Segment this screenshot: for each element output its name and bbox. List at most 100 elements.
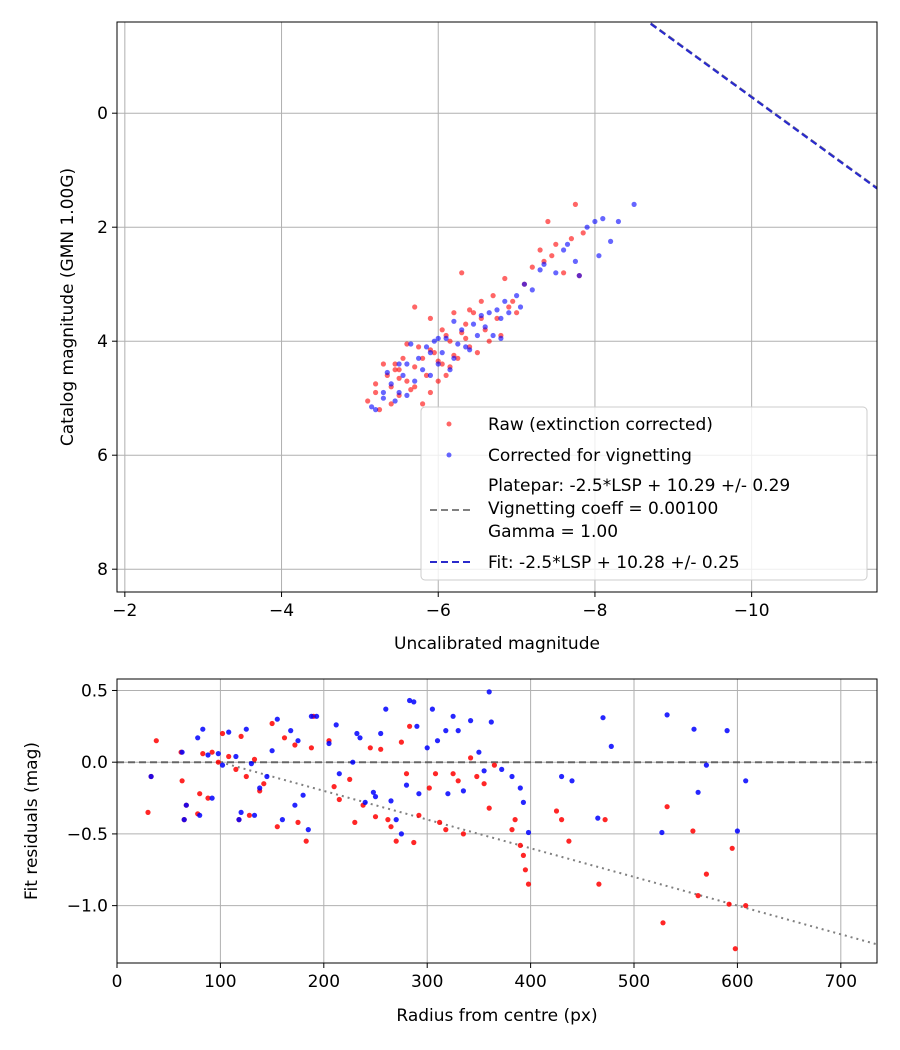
raw-point xyxy=(474,773,480,780)
x-tick-label: 300 xyxy=(411,972,443,992)
raw-point xyxy=(209,749,215,755)
x-tick-label: 200 xyxy=(308,972,340,992)
corrected-point xyxy=(404,361,410,367)
raw-point xyxy=(481,781,487,787)
raw-point xyxy=(153,738,159,744)
top-series xyxy=(365,22,877,413)
raw-point xyxy=(468,755,474,761)
raw-point xyxy=(470,310,477,316)
raw-point xyxy=(510,298,516,304)
x-tick-label: −2 xyxy=(112,601,137,621)
raw-point xyxy=(690,828,696,834)
corrected-point xyxy=(724,728,730,734)
corrected-point xyxy=(592,218,598,225)
raw-point xyxy=(664,804,670,810)
raw-point xyxy=(432,771,439,777)
corrected-point xyxy=(369,404,375,410)
corrected-point xyxy=(233,753,239,760)
raw-point xyxy=(568,236,575,242)
corrected-point xyxy=(520,799,527,806)
y-tick-label: 6 xyxy=(97,446,108,466)
raw-point xyxy=(269,720,275,727)
raw-point xyxy=(478,298,484,304)
corrected-point xyxy=(378,730,384,737)
y-tick-label: 0.5 xyxy=(81,681,108,701)
raw-point xyxy=(404,341,410,347)
corrected-point xyxy=(659,829,665,836)
raw-point xyxy=(439,361,445,367)
raw-point xyxy=(431,350,437,356)
corrected-point xyxy=(478,312,484,319)
raw-point xyxy=(412,384,418,390)
raw-point xyxy=(412,364,418,370)
raw-point xyxy=(427,315,433,321)
corrected-point xyxy=(427,372,433,378)
raw-point xyxy=(347,776,353,783)
corrected-point xyxy=(423,344,430,350)
corrected-point xyxy=(541,261,547,267)
raw-point xyxy=(537,247,543,253)
x-tick-label: −10 xyxy=(734,601,770,621)
corrected-point xyxy=(488,719,494,725)
corrected-point xyxy=(572,258,579,264)
corrected-point xyxy=(183,802,189,808)
raw-point xyxy=(396,375,402,381)
raw-point xyxy=(437,819,443,826)
corrected-point xyxy=(264,773,270,780)
raw-point xyxy=(373,381,379,387)
raw-point xyxy=(703,871,710,877)
x-tick-label: 100 xyxy=(204,972,236,992)
corrected-point xyxy=(416,355,422,361)
raw-point xyxy=(506,304,512,310)
raw-point xyxy=(491,762,497,768)
corrected-point xyxy=(416,791,422,797)
corrected-point xyxy=(509,773,515,780)
y-tick-label: 0 xyxy=(97,104,108,124)
raw-point xyxy=(388,401,394,407)
corrected-point xyxy=(411,699,417,705)
corrected-point xyxy=(434,738,441,744)
legend-label-platepar-1: Platepar: -2.5*LSP + 10.29 +/- 0.29 xyxy=(488,476,790,496)
raw-point xyxy=(200,751,206,757)
raw-point xyxy=(416,812,422,818)
corrected-point xyxy=(243,726,249,732)
corrected-point xyxy=(486,689,492,695)
raw-point xyxy=(474,350,480,356)
raw-point xyxy=(459,270,465,276)
corrected-point xyxy=(499,766,505,773)
corrected-point xyxy=(695,789,701,795)
legend-label-raw: Raw (extinction corrected) xyxy=(488,415,713,435)
corrected-point xyxy=(498,315,504,321)
raw-point xyxy=(416,344,422,350)
raw-point xyxy=(447,338,453,344)
raw-point xyxy=(517,842,523,849)
corrected-point xyxy=(269,748,275,754)
corrected-point xyxy=(181,817,187,823)
raw-point xyxy=(233,766,239,773)
corrected-point xyxy=(600,715,606,721)
corrected-point xyxy=(384,369,390,376)
corrected-point xyxy=(559,773,565,780)
raw-point xyxy=(486,338,492,344)
corrected-point xyxy=(743,778,749,784)
legend-label-corrected: Corrected for vignetting xyxy=(488,446,692,466)
corrected-point xyxy=(576,273,582,279)
raw-point xyxy=(602,817,608,823)
legend-marker-raw xyxy=(446,421,452,427)
raw-point xyxy=(455,778,461,784)
legend-marker-corrected xyxy=(446,452,452,458)
corrected-point xyxy=(380,395,386,401)
corrected-point xyxy=(443,335,449,341)
corrected-point xyxy=(305,827,311,833)
bottom-series xyxy=(117,689,877,952)
x-tick-label: −8 xyxy=(582,601,607,621)
raw-point xyxy=(367,745,373,751)
raw-point xyxy=(450,771,456,777)
corrected-point xyxy=(470,321,477,327)
corrected-point xyxy=(396,389,402,396)
corrected-point xyxy=(502,298,508,304)
raw-point xyxy=(520,852,527,859)
raw-point xyxy=(243,773,249,780)
raw-point xyxy=(396,367,402,373)
